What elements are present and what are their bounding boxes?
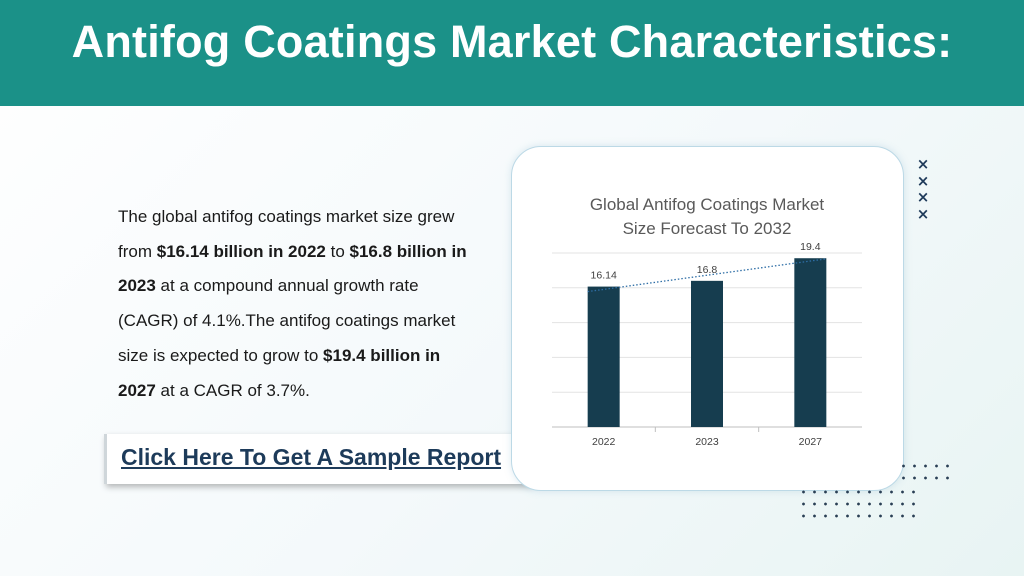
data-label-2022: 16.14 — [591, 270, 617, 282]
market-size-chart: Global Antifog Coatings Market Size Fore… — [552, 195, 862, 448]
x-mark-icon: × — [916, 188, 930, 206]
data-label-2027: 19.4 — [800, 241, 821, 253]
page-title: Antifog Coatings Market Characteristics: — [71, 16, 953, 67]
summary-text-2: to — [325, 241, 350, 261]
chart-title-line-2: Size Forecast To 2032 — [623, 219, 792, 238]
sample-report-box[interactable]: Click Here To Get A Sample Report — [104, 434, 531, 484]
x-mark-icon: × — [916, 155, 930, 173]
x-tick-label-2022: 2022 — [592, 436, 616, 448]
market-summary-text: The global antifog coatings market size … — [118, 200, 478, 408]
x-mark-icon: × — [916, 171, 930, 190]
data-label-2023: 16.8 — [697, 264, 718, 276]
dot-grid-decoration — [798, 486, 922, 522]
summary-value-2022: $16.14 billion in 2022 — [156, 241, 326, 261]
bar-2027 — [794, 258, 827, 427]
summary-value-2027: $19.4 billion in 2027 — [118, 345, 441, 400]
chart-card: Global Antifog Coatings Market Size Fore… — [511, 146, 904, 491]
x-tick-label-2027: 2027 — [799, 436, 823, 448]
summary-text-4: at a CAGR of 3.7%. — [155, 380, 310, 400]
dot-grid-decoration — [898, 460, 954, 484]
trendline — [587, 258, 827, 293]
title-banner: Antifog Coatings Market Characteristics: — [0, 0, 1024, 106]
x-pattern-decoration: × × × × — [915, 156, 931, 222]
summary-text-1: The global antifog coatings market size … — [118, 207, 455, 261]
sample-report-link[interactable]: Click Here To Get A Sample Report — [121, 444, 502, 470]
summary-value-2023: $16.8 billion in 2023 — [118, 241, 467, 296]
x-tick-label-2023: 2023 — [695, 436, 719, 448]
bar-2022 — [587, 286, 620, 427]
chart-title-line-1: Global Antifog Coatings Market — [590, 195, 825, 214]
summary-text-3: at a compound annual growth rate (CAGR) … — [118, 276, 456, 365]
x-mark-icon: × — [916, 204, 930, 223]
bar-2023 — [691, 280, 723, 427]
